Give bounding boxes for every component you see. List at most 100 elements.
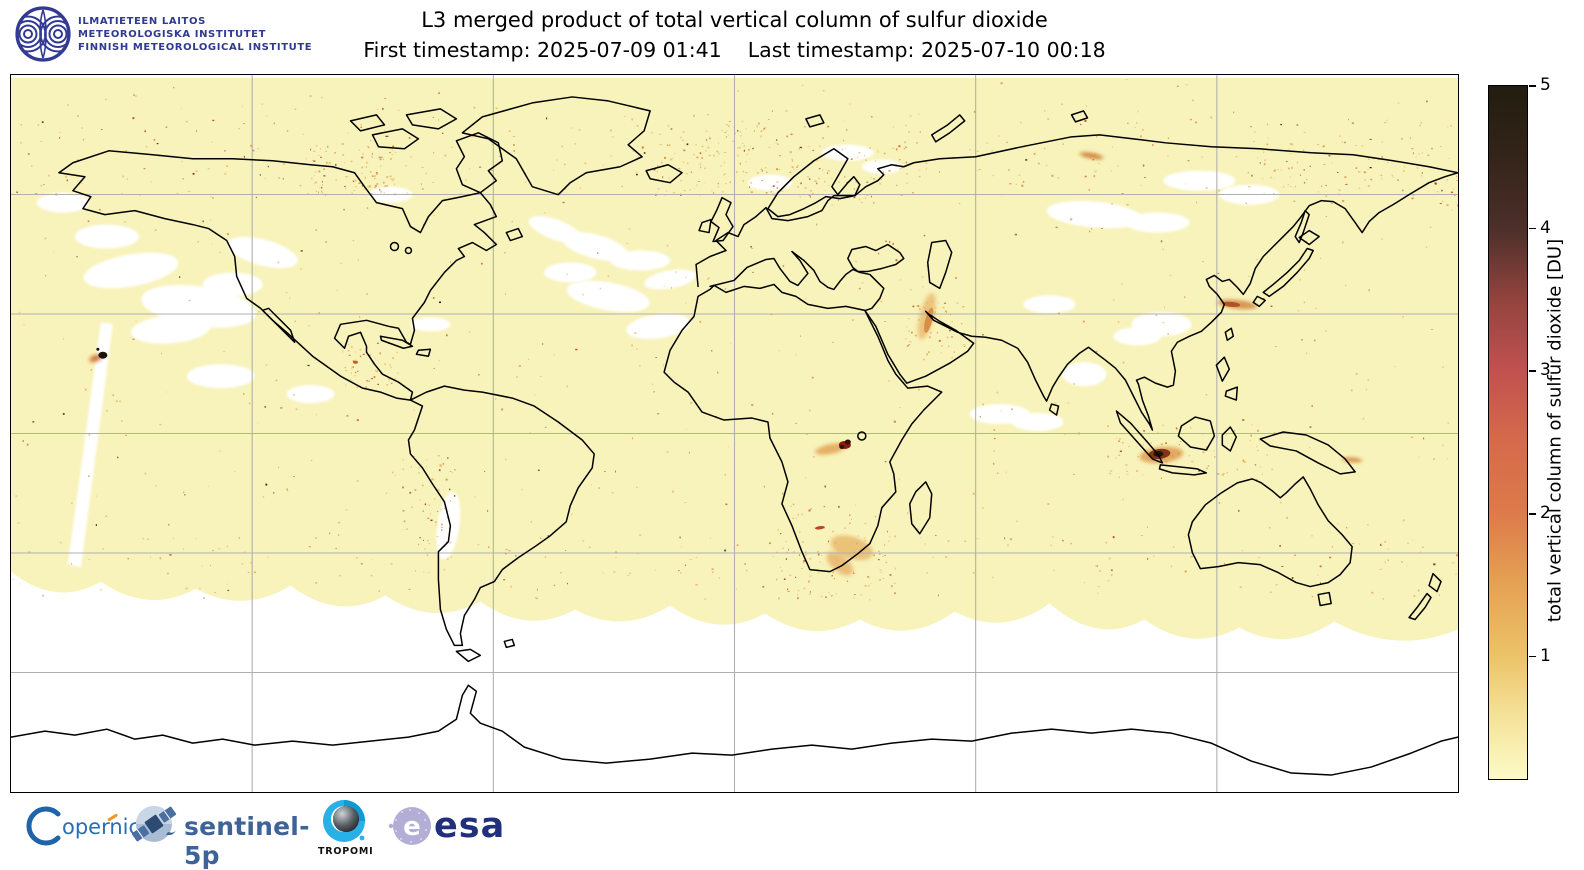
so2-speckle <box>380 190 383 192</box>
so2-speckle <box>1155 314 1157 317</box>
so2-speckle <box>1190 555 1193 558</box>
institute-name-block: ILMATIETEEN LAITOS METEOROLOGISKA INSTIT… <box>78 15 312 54</box>
so2-speckle <box>1020 121 1022 124</box>
so2-speckle <box>684 564 686 566</box>
so2-speckle <box>357 259 360 261</box>
coast-java <box>1158 464 1208 476</box>
so2-speckle <box>530 520 532 523</box>
so2-speckle <box>371 175 374 177</box>
so2-speckle <box>760 130 763 132</box>
so2-speckle <box>1119 450 1122 453</box>
so2-speckle <box>1126 204 1129 206</box>
so2-speckle <box>793 550 795 553</box>
so2-speckle <box>518 365 521 367</box>
so2-speckle <box>1108 557 1111 560</box>
so2-speckle <box>374 186 376 188</box>
so2-speckle <box>728 124 730 127</box>
so2-speckle <box>346 414 349 417</box>
so2-speckle <box>505 548 508 551</box>
so2-speckle <box>870 582 872 584</box>
so2-speckle <box>1421 546 1424 548</box>
so2-speckle <box>870 115 873 118</box>
so2-speckle <box>436 536 439 538</box>
so2-speckle <box>1309 426 1312 429</box>
coast-united-kingdom <box>710 196 734 243</box>
colorbar-tick <box>1529 85 1536 87</box>
so2-speckle <box>706 114 709 116</box>
so2-speckle <box>362 184 364 187</box>
so2-speckle <box>95 524 97 527</box>
so2-speckle <box>371 153 373 155</box>
so2-speckle <box>1330 203 1333 205</box>
so2-speckle <box>798 148 801 150</box>
so2-speckle <box>315 181 317 183</box>
so2-speckle <box>302 133 304 136</box>
so2-speckle <box>1273 193 1275 195</box>
so2-speckle <box>124 434 128 436</box>
so2-speckle <box>1160 240 1163 243</box>
so2-speckle <box>338 521 341 524</box>
so2-speckle <box>421 167 424 169</box>
so2-speckle <box>1317 191 1319 193</box>
plot-title: L3 merged product of total vertical colu… <box>421 8 1048 32</box>
coast-svalbard <box>805 114 825 128</box>
so2-speckle <box>155 484 157 487</box>
so2-speckle <box>688 451 690 454</box>
so2-speckle <box>169 554 172 556</box>
coast-novaya-zemlya <box>930 114 966 143</box>
so2-speckle <box>1249 439 1252 442</box>
so2-speckle <box>219 450 222 452</box>
so2-speckle <box>1201 156 1204 158</box>
so2-speckle <box>940 352 942 354</box>
so2-speckle <box>340 262 342 264</box>
so2-speckle <box>856 156 859 158</box>
so2-speckle <box>441 529 443 531</box>
so2-speckle <box>267 165 270 168</box>
so2-speckle <box>418 472 420 474</box>
so2-speckle <box>418 467 420 469</box>
so2-speckle <box>716 151 719 153</box>
so2-speckle <box>879 182 882 185</box>
so2-speckle <box>808 509 811 512</box>
so2-speckle <box>993 429 996 431</box>
so2-speckle <box>892 243 894 245</box>
so2-speckle <box>371 155 373 157</box>
so2-speckle <box>556 192 560 194</box>
so2-speckle <box>993 462 995 465</box>
so2-speckle <box>1324 330 1328 332</box>
so2-speckle <box>223 350 226 353</box>
so2-speckle <box>849 522 851 524</box>
so2-speckle <box>776 168 779 171</box>
so2-speckle <box>785 541 788 542</box>
so2-speckle <box>792 517 795 519</box>
so2-speckle <box>1254 464 1257 466</box>
colorbar-tick <box>1529 655 1536 658</box>
so2-speckle <box>631 438 633 441</box>
no-data-blob <box>436 492 461 560</box>
colorbar-tick <box>1529 513 1536 515</box>
so2-speckle <box>1152 555 1155 557</box>
so2-speckle <box>366 380 368 382</box>
coast-hispaniola <box>415 348 432 357</box>
so2-speckle <box>1433 189 1435 191</box>
coast-arctic-russia <box>854 134 1458 197</box>
so2-speckle <box>756 172 759 174</box>
so2-speckle <box>855 181 857 183</box>
so2-speckle <box>382 181 385 184</box>
so2-speckle <box>391 154 394 156</box>
so2-speckle <box>350 372 352 375</box>
so2-speckle <box>1410 436 1414 438</box>
so2-speckle <box>1447 126 1449 128</box>
so2-speckle <box>1142 129 1144 131</box>
so2-speckle <box>935 534 937 536</box>
so2-speckle <box>1407 542 1409 544</box>
coast-sulawesi <box>1221 426 1238 452</box>
so2-speckle <box>397 372 399 374</box>
so2-speckle <box>993 438 996 440</box>
so2-speckle <box>654 569 656 571</box>
so2-speckle <box>844 527 846 529</box>
so2-speckle <box>721 129 723 132</box>
so2-speckle <box>770 314 773 316</box>
so2-speckle <box>736 147 739 149</box>
so2-speckle <box>562 201 565 204</box>
